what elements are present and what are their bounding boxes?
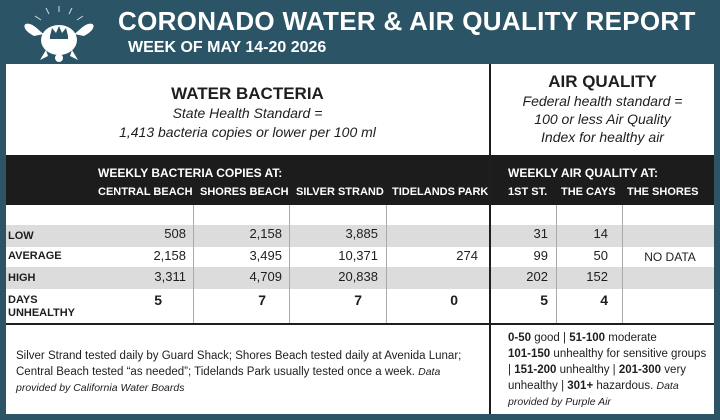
aqi-range: 101-150 [508,348,551,360]
air-standard-line3: Index for healthy air [541,129,664,145]
col-the-cays: THE CAYS [561,186,616,198]
aqi-range: 0-50 [508,332,532,344]
report-title: CORONADO WATER & AIR QUALITY REPORT [118,6,696,36]
aqi-range: 201-300 [618,364,662,376]
silver-strand-average: 10,371 [338,248,378,263]
silver-strand-high: 20,838 [338,269,378,284]
tidelands-park-days: 0 [450,292,458,308]
aqi-category: hazardous. [596,380,654,392]
col-1st-st: 1ST ST. [508,186,548,198]
turtle-crown-icon [24,6,94,62]
shores-beach-days: 7 [258,292,266,308]
air-section-header: WEEKLY AIR QUALITY AT: [508,166,659,180]
water-footnote: Silver Strand tested daily by Guard Shac… [16,348,478,396]
row-label-days-unhealthy: DAYS UNHEALTHY [8,294,76,319]
table-row [6,205,714,225]
air-standard-line2: 100 or less Air Quality [534,111,671,127]
shores-beach-average: 3,495 [249,248,282,263]
row-label-high: HIGH [8,272,36,284]
the-cays-days: 4 [600,292,608,308]
first-st-low: 31 [533,226,548,241]
aqi-range: 301+ [567,380,594,392]
table-header-bar [6,155,714,205]
aqi-category: unhealthy [559,364,610,376]
first-st-days: 5 [540,292,548,308]
column-divider [193,205,194,323]
report-week: WEEK OF MAY 14-20 2026 [128,39,327,56]
water-footnote-text: Silver Strand tested daily by Guard Shac… [16,350,462,378]
row-label-low: LOW [8,230,34,242]
aqi-category: good [534,332,560,344]
col-shores-beach: SHORES BEACH [200,186,289,198]
water-source: Data provided by California Water Boards [16,366,441,394]
aqi-category: very unhealthy [508,364,687,392]
column-divider [622,205,623,323]
water-section-header: WEEKLY BACTERIA COPIES AT: [98,166,283,180]
table-bottom-rule [6,323,714,325]
first-st-high: 202 [526,269,548,284]
aqi-category: unhealthy for sensitive groups [553,348,707,360]
air-title: AIR QUALITY [548,72,657,91]
air-standard: Federal health standard = 100 or less Ai… [491,92,714,146]
tidelands-park-average: 274 [456,248,478,263]
silver-strand-low: 3,885 [345,226,378,241]
the-shores-no-data: NO DATA [644,250,696,264]
aqi-range: 151-200 [514,364,557,376]
the-cays-average: 50 [593,248,608,263]
the-cays-low: 14 [593,226,608,241]
water-standard-line2: 1,413 bacteria copies or lower per 100 m… [119,124,376,140]
water-standard: State Health Standard = 1,413 bacteria c… [6,104,489,142]
row-label-average: AVERAGE [8,250,62,262]
silver-strand-days: 7 [354,292,362,308]
shores-beach-high: 4,709 [249,269,282,284]
water-standard-line1: State Health Standard = [172,105,323,121]
air-legend: 0-50 good | 51-100 moderate 101-150 unhe… [508,332,707,408]
table-row [6,267,714,289]
section-divider [489,64,491,414]
first-st-average: 99 [533,248,548,263]
central-beach-days: 5 [154,292,162,308]
air-standard-line1: Federal health standard = [522,93,683,109]
col-the-shores: THE SHORES [627,186,699,198]
shores-beach-low: 2,158 [249,226,282,241]
column-divider [386,205,387,323]
table-row [6,225,714,247]
air-source: Data provided by Purple Air [508,380,679,408]
the-cays-high: 152 [586,269,608,284]
aqi-category: moderate [608,332,657,344]
col-silver-strand: SILVER STRAND [296,186,384,198]
central-beach-low: 508 [164,226,186,241]
central-beach-average: 2,158 [153,248,186,263]
column-divider [556,205,557,323]
aqi-range: 51-100 [569,332,606,344]
column-divider [289,205,290,323]
col-central-beach: CENTRAL BEACH [98,186,193,198]
water-title: WATER BACTERIA [171,84,324,103]
central-beach-high: 3,311 [154,269,186,284]
col-tidelands-park: TIDELANDS PARK [392,186,489,198]
